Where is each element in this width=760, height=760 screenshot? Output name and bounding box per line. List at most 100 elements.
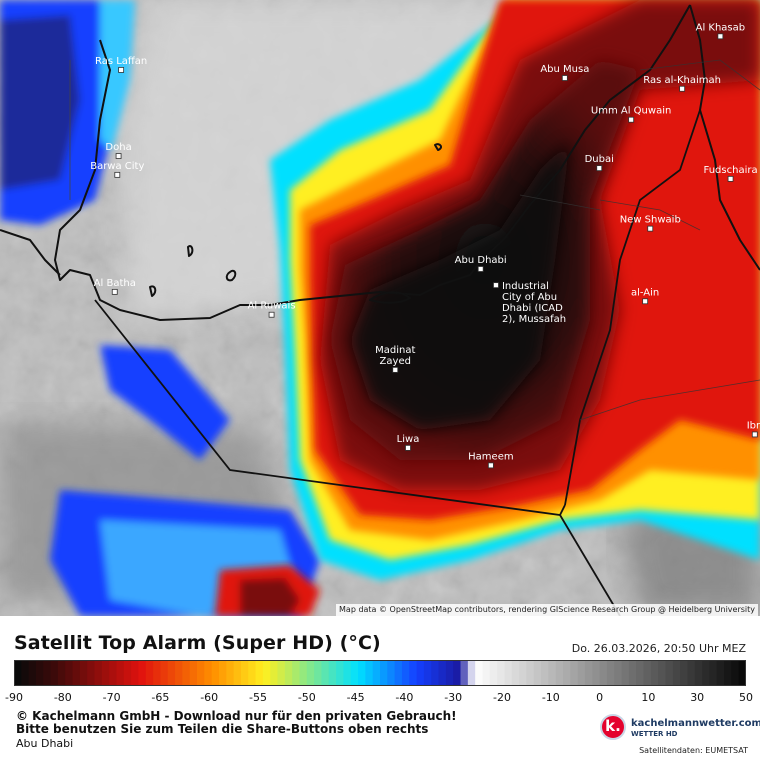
city-dot	[493, 282, 499, 289]
city-marker-liwa[interactable]: Liwa	[397, 434, 420, 451]
city-marker-dubai[interactable]: Dubai	[585, 154, 614, 172]
city-dot	[268, 311, 275, 318]
logo-subtitle: WETTER HD	[631, 730, 678, 738]
city-dot	[642, 298, 649, 305]
city-dot	[392, 366, 399, 373]
colorbar-cell	[153, 660, 161, 686]
colorbar-tick-label: -55	[249, 691, 267, 704]
city-marker-ras-laffan[interactable]: Ras Laffan	[95, 56, 147, 73]
city-marker-industrial-city-of-abu-dhabi-icad-2-mussafah[interactable]: Industrial City of Abu Dhabi (ICAD 2), Muss…	[493, 281, 566, 325]
city-marker-hameem[interactable]: Hameem	[468, 451, 514, 469]
logo-name: kachelmannwetter.com	[631, 718, 760, 729]
colorbar-cell	[35, 660, 44, 686]
colorbar-cell	[489, 660, 498, 686]
colorbar-cell	[445, 660, 454, 686]
colorbar-cell	[643, 660, 652, 686]
colorbar-cell	[694, 660, 703, 686]
colorbar-tick-label: -45	[346, 691, 365, 704]
colorbar-cell	[475, 660, 484, 686]
colorbar-cell	[306, 660, 315, 686]
colorbar-tick-label: -65	[151, 691, 170, 704]
colorbar-cell	[584, 660, 593, 686]
logo-letter: k.	[605, 717, 621, 735]
colorbar-cell	[145, 660, 154, 686]
colorbar-cell	[504, 660, 513, 686]
colorbar-cell	[482, 660, 491, 686]
colorbar-cell	[189, 660, 198, 686]
city-marker-abu-musa[interactable]: Abu Musa	[540, 64, 589, 81]
legend-footer	[0, 616, 760, 760]
city-label: Al Ruwais	[248, 301, 296, 312]
colorbar-cell	[218, 660, 227, 686]
colorbar-cell	[387, 660, 396, 686]
city-marker-barwa-city[interactable]: Barwa City	[90, 161, 144, 178]
colorbar-cell	[731, 660, 740, 686]
city-marker-ibri[interactable]: Ibri	[747, 420, 760, 438]
city-marker-new-shwaib[interactable]: New Shwaib	[620, 215, 681, 232]
city-marker-ras-al-khaimah[interactable]: Ras al-Khaimah	[643, 75, 721, 92]
colorbar-cell	[460, 660, 469, 686]
city-dot	[727, 175, 734, 182]
city-marker-al-ruwais[interactable]: Al Ruwais	[248, 301, 296, 318]
colorbar-cell	[380, 660, 388, 686]
city-dot	[751, 431, 758, 438]
colorbar-tick-label: -50	[297, 691, 316, 704]
city-label: Abu Dhabi	[455, 255, 507, 266]
colorbar-cell	[526, 660, 535, 686]
colorbar-cell	[672, 660, 681, 686]
city-marker-madinat-zayed[interactable]: Madinat Zayed	[375, 345, 415, 373]
copyright-line-1: © Kachelmann GmbH - Download nur für den…	[16, 709, 457, 723]
colorbar-cell	[680, 660, 689, 686]
city-label: Al Batha	[94, 278, 136, 289]
city-marker-al-khasab[interactable]: Al Khasab	[696, 22, 746, 40]
colorbar-cell	[321, 660, 330, 686]
colorbar-cell	[116, 660, 125, 686]
colorbar-cell	[336, 660, 344, 686]
colorbar-cell	[467, 660, 476, 686]
colorbar-cell	[226, 660, 235, 686]
city-marker-al-batha[interactable]: Al Batha	[94, 278, 136, 295]
colorbar-cell	[314, 660, 323, 686]
colorbar-cell	[709, 660, 718, 686]
city-label: Umm Al Quwain	[591, 106, 671, 117]
colorbar-cell	[541, 660, 549, 686]
colorbar-cell	[343, 660, 352, 686]
colorbar-cell	[636, 660, 645, 686]
colorbar-tick-label: 50	[739, 691, 753, 704]
timestamp: Do. 26.03.2026, 20:50 Uhr MEZ	[571, 642, 746, 655]
colorbar	[14, 660, 746, 686]
colorbar-cell	[423, 660, 432, 686]
city-dot	[679, 85, 686, 92]
colorbar-cell	[350, 660, 359, 686]
city-marker-abu-dhabi[interactable]: Abu Dhabi	[455, 255, 507, 272]
city-marker-doha[interactable]: Doha	[105, 142, 132, 159]
city-label: Fudschaira	[704, 165, 758, 176]
colorbar-cell	[724, 660, 732, 686]
colorbar-cell	[197, 660, 205, 686]
colorbar-cell	[453, 660, 462, 686]
colorbar-tick-label: -10	[541, 691, 560, 704]
copyright-line-2: Bitte benutzen Sie zum Teilen die Share-…	[16, 722, 429, 736]
colorbar-cell	[401, 660, 410, 686]
city-marker-umm-al-quwain[interactable]: Umm Al Quwain	[591, 106, 671, 123]
city-label: Ibri	[747, 420, 760, 431]
kachelmann-logo[interactable]: k. kachelmannwetter.com WETTER HD	[600, 712, 760, 742]
colorbar-cell	[738, 660, 746, 686]
colorbar-cell	[138, 660, 147, 686]
colorbar-tick-label: 30	[690, 691, 705, 704]
city-marker-al-ain[interactable]: al-Ain	[631, 287, 659, 305]
city-label: Barwa City	[90, 161, 144, 172]
colorbar-cell	[292, 660, 301, 686]
colorbar-cell	[372, 660, 381, 686]
city-dot	[596, 165, 603, 172]
colorbar-tick-label: 0	[596, 691, 604, 704]
city-marker-fudschaira[interactable]: Fudschaira	[704, 165, 758, 182]
colorbar-cell	[650, 660, 659, 686]
colorbar-cell	[606, 660, 615, 686]
colorbar-cell	[79, 660, 88, 686]
colorbar-cell	[87, 660, 96, 686]
colorbar-cell	[109, 660, 118, 686]
colorbar-cell	[182, 660, 191, 686]
